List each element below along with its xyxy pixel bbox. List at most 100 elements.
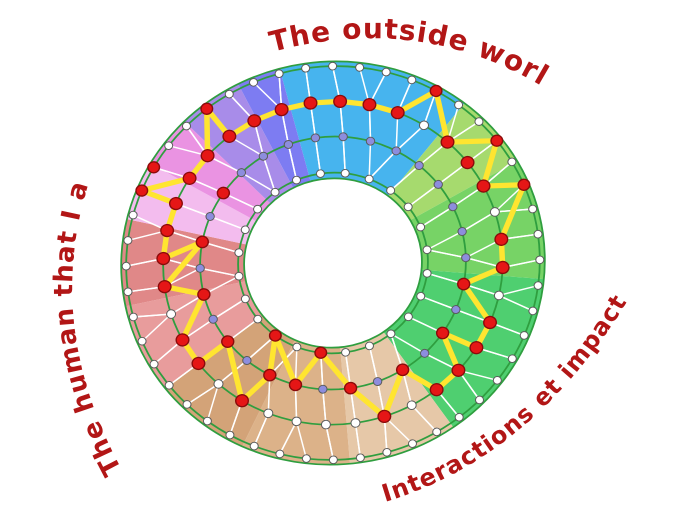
node-dot[interactable]: [225, 430, 235, 440]
highlight-node[interactable]: [268, 329, 282, 342]
node-dot[interactable]: [208, 314, 218, 324]
node-dot[interactable]: [407, 75, 417, 85]
highlight-node[interactable]: [235, 394, 250, 408]
node-dot[interactable]: [519, 331, 529, 340]
node-dot[interactable]: [123, 287, 133, 297]
node-dot[interactable]: [128, 312, 138, 322]
node-dot[interactable]: [493, 290, 504, 301]
node-dot[interactable]: [128, 210, 138, 220]
highlight-node[interactable]: [469, 341, 484, 355]
sector-wedge[interactable]: [404, 159, 549, 297]
node-dot[interactable]: [253, 314, 263, 324]
node-dot[interactable]: [403, 312, 413, 322]
node-dot[interactable]: [454, 100, 464, 110]
node-dot[interactable]: [422, 245, 432, 255]
node-dot[interactable]: [240, 225, 250, 235]
node-dot[interactable]: [291, 416, 302, 427]
node-dot[interactable]: [372, 377, 383, 387]
highlight-node[interactable]: [435, 326, 450, 340]
highlight-node[interactable]: [168, 196, 183, 211]
node-dot[interactable]: [240, 294, 250, 304]
node-dot[interactable]: [328, 61, 338, 71]
highlight-node[interactable]: [160, 223, 175, 238]
node-dot[interactable]: [528, 306, 538, 316]
node-dot[interactable]: [213, 379, 224, 389]
node-dot[interactable]: [403, 202, 413, 212]
highlight-node[interactable]: [175, 333, 190, 347]
node-dot[interactable]: [533, 229, 543, 239]
node-dot[interactable]: [263, 408, 274, 419]
node-dot[interactable]: [461, 253, 471, 263]
node-dot[interactable]: [315, 169, 325, 178]
sector-wedge[interactable]: [377, 97, 523, 223]
highlight-node[interactable]: [156, 251, 171, 266]
node-dot[interactable]: [202, 416, 212, 426]
node-dot[interactable]: [418, 120, 429, 131]
highlight-node[interactable]: [456, 277, 471, 291]
node-dot[interactable]: [249, 441, 259, 451]
node-dot[interactable]: [507, 157, 517, 167]
node-dot[interactable]: [475, 395, 484, 405]
highlight-node[interactable]: [390, 106, 405, 120]
sector-wedge[interactable]: [124, 280, 270, 393]
highlight-node[interactable]: [451, 363, 466, 378]
highlight-node[interactable]: [222, 129, 237, 144]
node-dot[interactable]: [195, 263, 205, 273]
node-dot[interactable]: [492, 376, 502, 385]
node-dot[interactable]: [258, 151, 269, 161]
node-dot[interactable]: [164, 381, 174, 390]
sector-wedge[interactable]: [332, 324, 456, 464]
node-dot[interactable]: [433, 179, 443, 189]
highlight-node[interactable]: [303, 96, 318, 110]
sector-wedge[interactable]: [145, 111, 273, 235]
highlight-node[interactable]: [517, 178, 531, 192]
node-dot[interactable]: [137, 336, 147, 346]
node-dot[interactable]: [301, 63, 311, 73]
node-dot[interactable]: [414, 161, 424, 170]
node-dot[interactable]: [386, 186, 396, 195]
node-dot[interactable]: [381, 67, 391, 77]
highlight-node[interactable]: [429, 383, 444, 397]
node-dot[interactable]: [416, 291, 426, 301]
node-dot[interactable]: [164, 141, 174, 150]
node-dot[interactable]: [328, 455, 338, 465]
node-dot[interactable]: [234, 271, 244, 281]
node-dot[interactable]: [234, 248, 244, 257]
highlight-node[interactable]: [343, 381, 358, 395]
highlight-node[interactable]: [483, 315, 498, 330]
node-dot[interactable]: [341, 348, 351, 357]
highlight-node[interactable]: [377, 409, 392, 424]
node-dot[interactable]: [364, 341, 374, 351]
node-dot[interactable]: [338, 132, 348, 142]
node-dot[interactable]: [310, 133, 321, 143]
highlight-node[interactable]: [362, 97, 377, 112]
node-dot[interactable]: [382, 448, 392, 457]
node-dot[interactable]: [535, 255, 545, 265]
highlight-node[interactable]: [476, 179, 491, 193]
highlight-node[interactable]: [263, 368, 277, 382]
highlight-node[interactable]: [182, 171, 197, 186]
highlight-node[interactable]: [288, 378, 303, 392]
highlight-node[interactable]: [429, 84, 443, 98]
highlight-node[interactable]: [157, 280, 172, 294]
highlight-node[interactable]: [147, 161, 161, 174]
node-dot[interactable]: [249, 78, 259, 87]
node-dot[interactable]: [489, 207, 500, 217]
node-dot[interactable]: [274, 69, 284, 78]
node-dot[interactable]: [406, 400, 417, 410]
node-dot[interactable]: [283, 139, 294, 149]
node-dot[interactable]: [149, 359, 159, 369]
node-dot[interactable]: [422, 269, 432, 278]
node-dot[interactable]: [474, 117, 484, 126]
node-dot[interactable]: [355, 63, 365, 72]
node-dot[interactable]: [166, 309, 177, 319]
node-dot[interactable]: [391, 146, 401, 156]
sector-wedge[interactable]: [279, 42, 475, 208]
highlight-node[interactable]: [494, 232, 509, 247]
node-dot[interactable]: [419, 348, 430, 358]
highlight-node[interactable]: [274, 102, 289, 117]
node-dot[interactable]: [340, 168, 350, 178]
node-dot[interactable]: [365, 136, 376, 146]
node-dot[interactable]: [253, 204, 263, 214]
highlight-node[interactable]: [221, 335, 235, 348]
